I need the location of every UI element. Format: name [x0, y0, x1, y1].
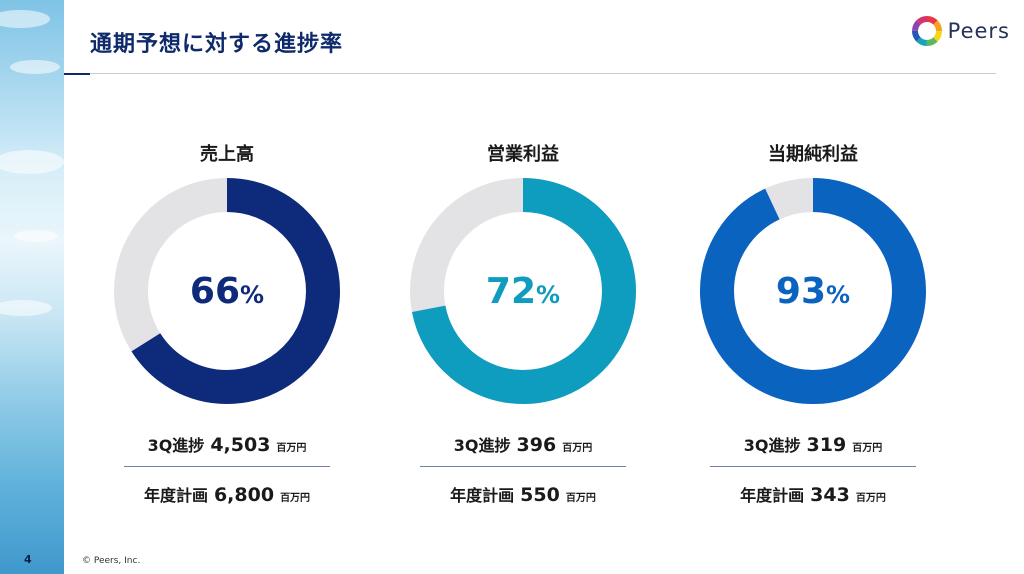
title-divider: [90, 73, 996, 74]
progress-unit: 百万円: [852, 443, 883, 454]
logo-wordmark: Peers: [947, 19, 1010, 43]
title-accent-rule: [64, 73, 90, 75]
progress-row: 3Q進捗 396 百万円: [408, 432, 638, 456]
plan-value: 6,800: [213, 484, 275, 506]
percent-value: 66: [189, 270, 241, 312]
panel-sales: 売上高 66 % 3Q進捗 4,503 百万円 年度計画 6,800 百万円: [112, 140, 342, 506]
donut-progress-slice: [410, 178, 636, 404]
donut-progress-slice: [700, 178, 926, 404]
progress-unit: 百万円: [562, 443, 593, 454]
peers-logo: Peers: [911, 16, 1010, 46]
progress-unit: 百万円: [276, 443, 307, 454]
donut-chart-operating-income: 72 %: [408, 176, 638, 406]
panel-operating-income: 営業利益 72 % 3Q進捗 396 百万円 年度計画 550 百万円: [408, 140, 638, 506]
progress-label: 3Q進捗: [147, 436, 205, 455]
percent-label: 93 %: [698, 176, 928, 406]
percent-unit: %: [240, 281, 265, 309]
plan-label: 年度計画: [450, 486, 515, 505]
percent-unit: %: [536, 281, 561, 309]
peers-logo-icon: [911, 16, 942, 46]
copyright-text: © Peers, Inc.: [82, 556, 141, 566]
plan-row: 年度計画 343 百万円: [698, 482, 928, 506]
plan-label: 年度計画: [740, 486, 805, 505]
progress-value: 319: [806, 434, 847, 456]
stat-divider: [124, 466, 330, 467]
donut-chart-sales: 66 %: [112, 176, 342, 406]
progress-label: 3Q進捗: [743, 436, 801, 455]
plan-row: 年度計画 550 百万円: [408, 482, 638, 506]
plan-row: 年度計画 6,800 百万円: [112, 482, 342, 506]
progress-row: 3Q進捗 319 百万円: [698, 432, 928, 456]
progress-label: 3Q進捗: [453, 436, 511, 455]
plan-unit: 百万円: [565, 493, 596, 504]
plan-value: 550: [520, 484, 560, 506]
percent-value: 93: [775, 270, 827, 312]
percent-label: 72 %: [408, 176, 638, 406]
panel-title: 当期純利益: [768, 144, 858, 165]
progress-row: 3Q進捗 4,503 百万円: [112, 432, 342, 456]
percent-value: 72: [485, 270, 537, 312]
page-number: 4: [24, 553, 32, 566]
percent-unit: %: [826, 281, 851, 309]
plan-label: 年度計画: [143, 486, 208, 505]
donut-chart-net-income: 93 %: [698, 176, 928, 406]
progress-value: 4,503: [210, 434, 271, 456]
plan-unit: 百万円: [280, 493, 311, 504]
sky-background-strip: 4: [0, 0, 64, 574]
page-title: 通期予想に対する進捗率: [90, 32, 344, 57]
stat-divider: [420, 466, 626, 467]
plan-value: 343: [810, 484, 850, 506]
percent-label: 66 %: [112, 176, 342, 406]
panel-title: 営業利益: [487, 144, 559, 165]
panel-title: 売上高: [200, 144, 254, 165]
panel-net-income: 当期純利益 93 % 3Q進捗 319 百万円 年度計画 343 百万円: [698, 140, 928, 506]
progress-value: 396: [516, 434, 557, 456]
plan-unit: 百万円: [855, 493, 886, 504]
donut-progress-slice: [114, 178, 340, 404]
stat-divider: [710, 466, 916, 467]
